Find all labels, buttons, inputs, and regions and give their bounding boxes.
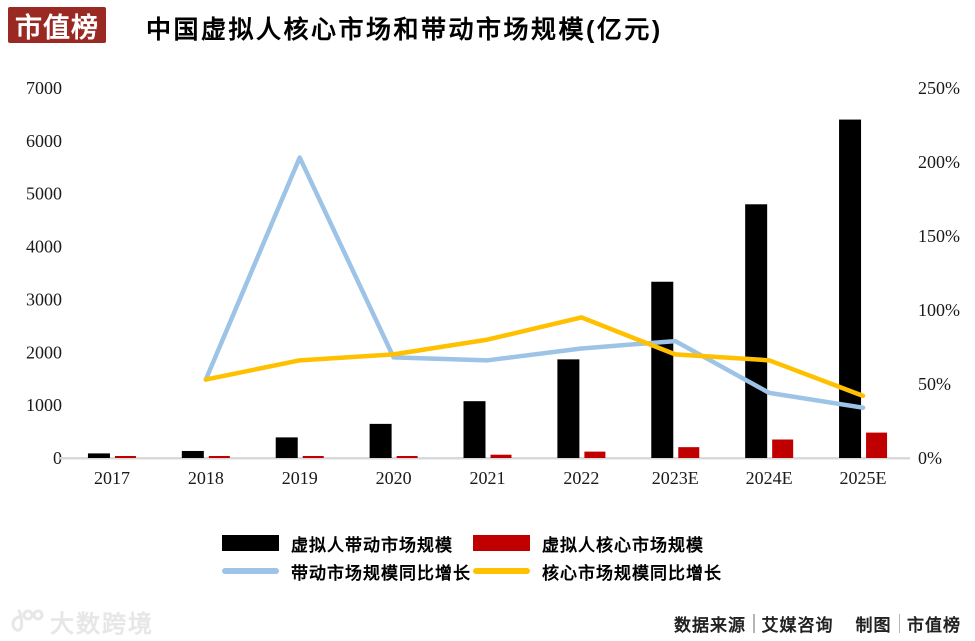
core-market-bar xyxy=(584,451,606,458)
core-market-bar xyxy=(208,456,230,458)
driven-market-bar xyxy=(557,359,580,458)
x-axis-label: 2018 xyxy=(188,468,224,488)
legend-label: 核心市场规模同比增长 xyxy=(542,563,722,583)
yellow-line-swatch-icon xyxy=(473,568,530,574)
dashukuajing-watermark: 大数跨境 xyxy=(10,604,154,639)
left-axis-tick: 4000 xyxy=(26,237,62,257)
red-bar-swatch-icon xyxy=(473,535,530,551)
legend-item-driven-market: 虚拟人带动市场规模 xyxy=(222,531,453,555)
chart-by-value: 市值榜 xyxy=(907,616,961,635)
driven-market-bar xyxy=(87,453,110,458)
right-axis-tick: 250% xyxy=(918,78,960,98)
black-bar-swatch-icon xyxy=(222,535,279,551)
legend-label: 虚拟人带动市场规模 xyxy=(291,535,453,555)
right-axis-tick: 200% xyxy=(918,152,960,172)
right-axis-tick: 50% xyxy=(918,374,951,394)
driven-market-bar xyxy=(181,450,204,458)
legend-label: 虚拟人核心市场规模 xyxy=(542,535,704,555)
driven-market-bar xyxy=(369,423,392,458)
x-axis-label: 2020 xyxy=(376,468,412,488)
core-market-bar xyxy=(302,456,324,458)
source-label: 数据来源 xyxy=(674,616,746,635)
x-axis-label: 2024E xyxy=(746,468,793,488)
driven-market-bar xyxy=(745,204,768,458)
x-axis-label: 2019 xyxy=(282,468,318,488)
separator xyxy=(898,614,900,633)
core-market-bar xyxy=(772,439,794,458)
core-market-bar xyxy=(678,447,700,458)
left-axis-tick: 6000 xyxy=(26,131,62,151)
driven-market-bar xyxy=(651,281,674,458)
x-axis-label: 2023E xyxy=(652,468,699,488)
core-market-bar xyxy=(866,432,888,458)
left-axis-tick: 3000 xyxy=(26,289,62,309)
left-axis-tick: 5000 xyxy=(26,184,62,204)
right-axis-tick: 100% xyxy=(918,300,960,320)
chart-by-label: 制图 xyxy=(855,616,892,635)
x-axis-label: 2021 xyxy=(470,468,506,488)
right-axis-tick: 0% xyxy=(918,448,942,468)
driven-market-bar xyxy=(839,119,862,459)
separator xyxy=(753,614,755,633)
x-axis-label: 2022 xyxy=(563,468,599,488)
right-axis-tick: 150% xyxy=(918,226,960,246)
driven-market-bar xyxy=(463,401,486,458)
source-value: 艾媒咨询 xyxy=(761,616,834,635)
legend-item-core-growth: 核心市场规模同比增长 xyxy=(473,559,722,583)
core-market-bar xyxy=(114,456,136,458)
core-market-bar xyxy=(396,456,418,458)
x-axis-label: 2017 xyxy=(94,468,130,488)
left-axis-tick: 2000 xyxy=(26,342,62,362)
x-axis-line xyxy=(60,457,910,460)
legend-label: 带动市场规模同比增长 xyxy=(291,563,471,583)
blue-line-swatch-icon xyxy=(222,568,279,574)
combo-chart: 0 1000 2000 3000 4000 5000 6000 7000 0% 50% 100% 15… xyxy=(26,78,960,488)
driven-growth-line xyxy=(203,155,866,410)
dashukuajing-logo-icon xyxy=(10,609,44,635)
core-market-bar xyxy=(490,454,512,458)
left-axis-tick: 7000 xyxy=(26,78,62,98)
left-axis-tick: 0 xyxy=(53,448,62,468)
watermark-text: 大数跨境 xyxy=(50,611,154,638)
source-attribution: 数据来源 艾媒咨询 制图 市值榜 xyxy=(674,611,961,636)
legend: 虚拟人带动市场规模 虚拟人核心市场规模 带动市场规模同比增长 核心市场规模同比增… xyxy=(0,525,975,595)
logo-text: 市值榜 xyxy=(15,12,99,43)
core-growth-line xyxy=(203,315,866,399)
left-axis-tick: 1000 xyxy=(26,395,62,415)
chart-title: 中国虚拟人核心市场和带动市场规模(亿元) xyxy=(146,16,663,44)
x-axis-label: 2025E xyxy=(840,468,887,488)
driven-market-bar xyxy=(275,437,298,458)
legend-item-core-market: 虚拟人核心市场规模 xyxy=(473,531,704,555)
shizhibang-logo: 市值榜 xyxy=(8,7,106,43)
legend-item-driven-growth: 带动市场规模同比增长 xyxy=(222,559,471,583)
